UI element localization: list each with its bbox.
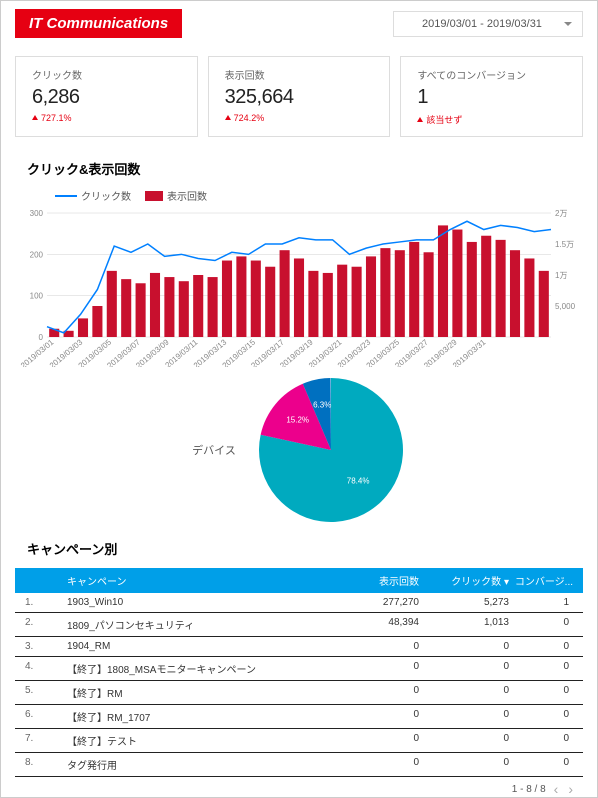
card-value: 1 bbox=[417, 86, 566, 109]
brand-logo: IT Communications bbox=[15, 9, 182, 38]
svg-text:15.2%: 15.2% bbox=[286, 415, 309, 424]
legend-line-label: クリック数 bbox=[81, 188, 131, 203]
date-range-selector[interactable]: 2019/03/01 - 2019/03/31 bbox=[393, 11, 583, 37]
pager-next-icon[interactable]: › bbox=[566, 781, 575, 797]
table-row[interactable]: 4.【終了】1808_MSAモニターキャンペーン000 bbox=[15, 657, 583, 681]
card-title: 表示回数 bbox=[225, 67, 374, 82]
table-row[interactable]: 6.【終了】RM_1707000 bbox=[15, 705, 583, 729]
table-row[interactable]: 8.タグ発行用000 bbox=[15, 753, 583, 777]
svg-text:6.3%: 6.3% bbox=[313, 401, 331, 410]
card-delta: 727.1% bbox=[32, 113, 181, 123]
svg-text:5,000: 5,000 bbox=[555, 302, 576, 311]
card-clicks: クリック数 6,286 727.1% bbox=[15, 56, 198, 137]
svg-text:300: 300 bbox=[30, 209, 44, 218]
col-impressions[interactable]: 表示回数 bbox=[329, 573, 419, 588]
combo-chart-legend: クリック数 表示回数 bbox=[55, 188, 583, 203]
col-clicks[interactable]: クリック数 ▾ bbox=[419, 573, 509, 588]
legend-bar-label: 表示回数 bbox=[167, 188, 207, 203]
svg-text:2019/03/31: 2019/03/31 bbox=[451, 337, 488, 367]
svg-text:2万: 2万 bbox=[555, 209, 567, 218]
svg-text:1.5万: 1.5万 bbox=[555, 240, 574, 249]
svg-text:100: 100 bbox=[30, 292, 44, 301]
campaign-table: キャンペーン 表示回数 クリック数 ▾ コンバージ... 1.1903_Win1… bbox=[15, 568, 583, 797]
table-row[interactable]: 1.1903_Win10277,2705,2731 bbox=[15, 593, 583, 613]
card-value: 325,664 bbox=[225, 86, 374, 109]
col-conversions[interactable]: コンバージ... bbox=[509, 573, 579, 588]
card-value: 6,286 bbox=[32, 86, 181, 109]
card-title: すべてのコンバージョン bbox=[417, 67, 566, 82]
pie-title: デバイス bbox=[192, 442, 236, 458]
table-row[interactable]: 7.【終了】テスト000 bbox=[15, 729, 583, 753]
legend-box-icon bbox=[145, 191, 163, 201]
col-campaign[interactable]: キャンペーン bbox=[43, 573, 329, 588]
legend-line-icon bbox=[55, 195, 77, 197]
pager-text: 1 - 8 / 8 bbox=[512, 784, 546, 795]
card-title: クリック数 bbox=[32, 67, 181, 82]
card-delta: 724.2% bbox=[225, 113, 374, 123]
table-row[interactable]: 5.【終了】RM000 bbox=[15, 681, 583, 705]
col-index bbox=[19, 573, 43, 588]
combo-chart: 01002003005,0001万1.5万2万2019/03/012019/03… bbox=[19, 207, 579, 367]
card-impressions: 表示回数 325,664 724.2% bbox=[208, 56, 391, 137]
svg-text:1万: 1万 bbox=[555, 271, 567, 280]
card-conversions: すべてのコンバージョン 1 該当せず bbox=[400, 56, 583, 137]
pie-chart: 78.4% 15.2% 6.3% bbox=[256, 375, 406, 525]
table-row[interactable]: 3.1904_RM000 bbox=[15, 637, 583, 657]
svg-text:78.4%: 78.4% bbox=[347, 477, 370, 486]
combo-chart-title: クリック&表示回数 bbox=[27, 159, 583, 178]
pager-prev-icon[interactable]: ‹ bbox=[552, 781, 561, 797]
svg-text:200: 200 bbox=[30, 250, 44, 259]
svg-text:0: 0 bbox=[39, 333, 44, 342]
table-row[interactable]: 2.1809_パソコンセキュリティ48,3941,0130 bbox=[15, 613, 583, 637]
table-title: キャンペーン別 bbox=[27, 539, 583, 558]
table-pager: 1 - 8 / 8 ‹ › bbox=[15, 777, 583, 797]
table-header: キャンペーン 表示回数 クリック数 ▾ コンバージ... bbox=[15, 568, 583, 593]
metric-cards: クリック数 6,286 727.1% 表示回数 325,664 724.2% す… bbox=[15, 56, 583, 137]
card-delta: 該当せず bbox=[417, 113, 566, 126]
